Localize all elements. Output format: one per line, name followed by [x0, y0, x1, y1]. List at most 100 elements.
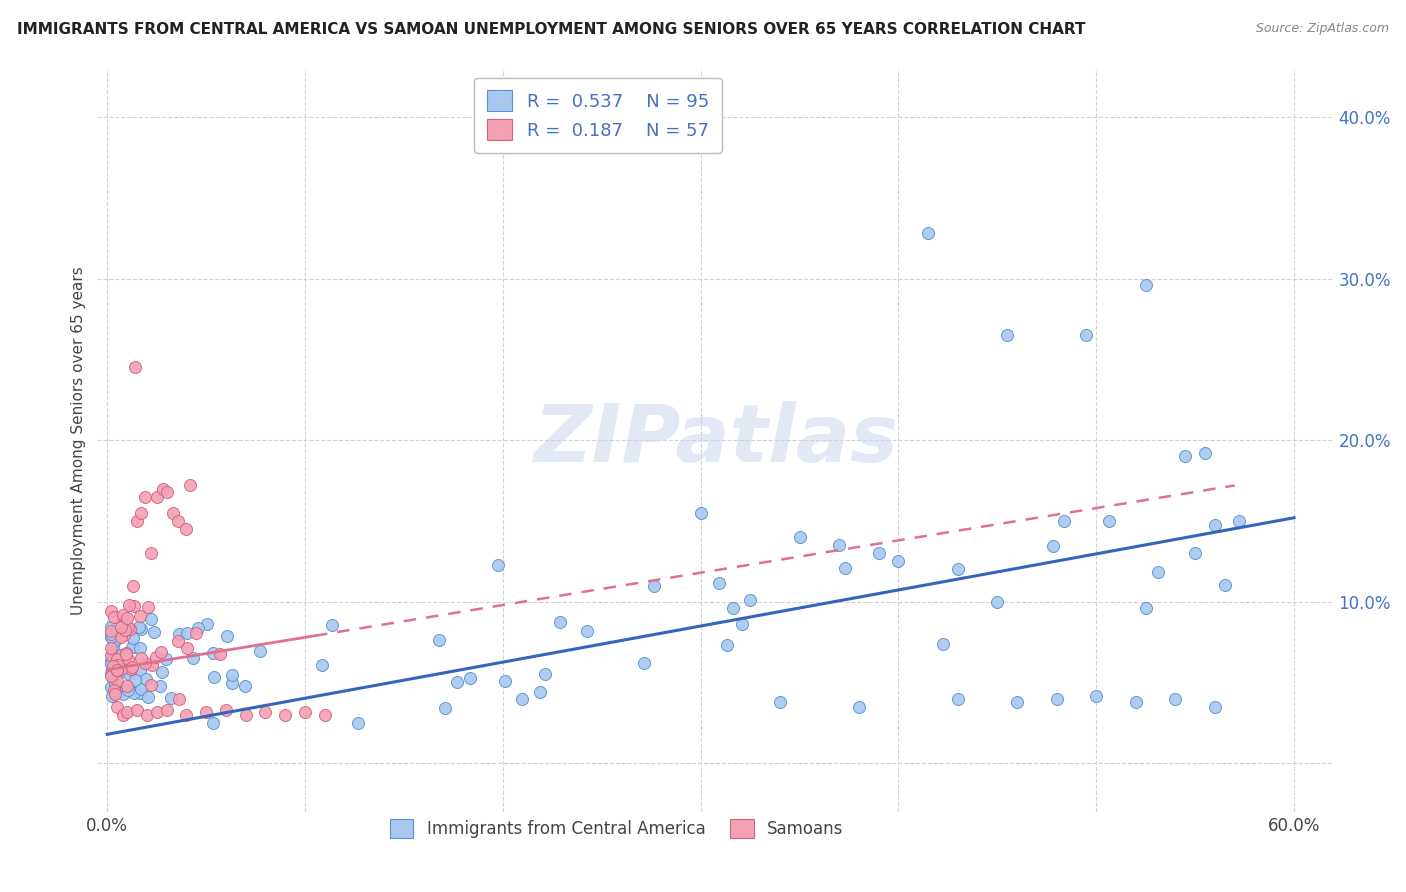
- Text: ZIPatlas: ZIPatlas: [533, 401, 898, 479]
- Point: [100, 620, 122, 634]
- Point: [103, 682, 125, 697]
- Point: [105, 663, 128, 677]
- Point: [115, 647, 138, 661]
- Point: [143, 624, 166, 639]
- Point: [221, 675, 243, 690]
- Point: [202, 647, 225, 661]
- Point: [136, 690, 159, 704]
- Point: [105, 663, 128, 677]
- Point: [100, 641, 122, 656]
- Point: [103, 634, 125, 648]
- Point: [249, 644, 271, 658]
- Point: [1005, 695, 1028, 709]
- Point: [932, 637, 955, 651]
- Point: [117, 663, 139, 677]
- Point: [120, 662, 142, 676]
- Point: [108, 665, 131, 679]
- Point: [181, 650, 204, 665]
- Point: [167, 634, 190, 648]
- Point: [1085, 689, 1108, 703]
- Point: [108, 682, 131, 697]
- Point: [176, 522, 198, 536]
- Point: [1135, 278, 1157, 293]
- Point: [117, 651, 139, 665]
- Point: [176, 626, 198, 640]
- Point: [100, 624, 122, 639]
- Point: [1184, 546, 1206, 560]
- Point: [100, 630, 122, 644]
- Point: [112, 707, 135, 722]
- Point: [709, 576, 731, 591]
- Point: [110, 658, 132, 673]
- Point: [529, 685, 551, 699]
- Point: [152, 482, 174, 496]
- Point: [167, 627, 190, 641]
- Point: [716, 639, 738, 653]
- Point: [120, 622, 142, 636]
- Point: [117, 679, 139, 693]
- Point: [179, 478, 201, 492]
- Point: [510, 692, 533, 706]
- Point: [434, 701, 457, 715]
- Point: [129, 622, 152, 636]
- Point: [100, 648, 122, 662]
- Point: [209, 647, 232, 661]
- Point: [150, 645, 173, 659]
- Point: [534, 667, 557, 681]
- Point: [995, 328, 1018, 343]
- Point: [110, 620, 132, 634]
- Point: [868, 546, 890, 560]
- Point: [986, 595, 1008, 609]
- Point: [217, 630, 239, 644]
- Point: [145, 490, 167, 504]
- Point: [107, 658, 129, 673]
- Point: [149, 679, 172, 693]
- Point: [828, 538, 851, 552]
- Point: [195, 705, 218, 719]
- Point: [100, 681, 122, 695]
- Point: [427, 632, 450, 647]
- Text: Source: ZipAtlas.com: Source: ZipAtlas.com: [1256, 22, 1389, 36]
- Point: [103, 669, 125, 683]
- Point: [235, 707, 257, 722]
- Point: [145, 705, 167, 719]
- Point: [738, 592, 761, 607]
- Point: [112, 687, 135, 701]
- Point: [195, 616, 218, 631]
- Point: [100, 629, 122, 643]
- Point: [122, 631, 145, 645]
- Point: [294, 705, 316, 719]
- Point: [122, 640, 145, 655]
- Point: [118, 598, 141, 612]
- Point: [1229, 514, 1251, 528]
- Point: [103, 634, 125, 648]
- Point: [115, 646, 138, 660]
- Point: [138, 600, 160, 615]
- Point: [643, 579, 665, 593]
- Point: [887, 554, 910, 568]
- Point: [186, 625, 208, 640]
- Point: [128, 640, 150, 655]
- Point: [105, 651, 128, 665]
- Point: [112, 628, 135, 642]
- Point: [108, 629, 131, 643]
- Point: [187, 621, 209, 635]
- Point: [221, 668, 243, 682]
- Point: [104, 632, 127, 647]
- Point: [233, 679, 256, 693]
- Point: [274, 707, 297, 722]
- Point: [122, 579, 145, 593]
- Point: [139, 678, 162, 692]
- Point: [155, 703, 177, 717]
- Point: [108, 649, 131, 664]
- Point: [946, 691, 969, 706]
- Point: [125, 514, 148, 528]
- Point: [101, 641, 124, 656]
- Point: [789, 530, 811, 544]
- Point: [1042, 539, 1064, 553]
- Point: [1147, 566, 1170, 580]
- Point: [135, 672, 157, 686]
- Point: [129, 686, 152, 700]
- Point: [1204, 518, 1226, 533]
- Point: [160, 691, 183, 706]
